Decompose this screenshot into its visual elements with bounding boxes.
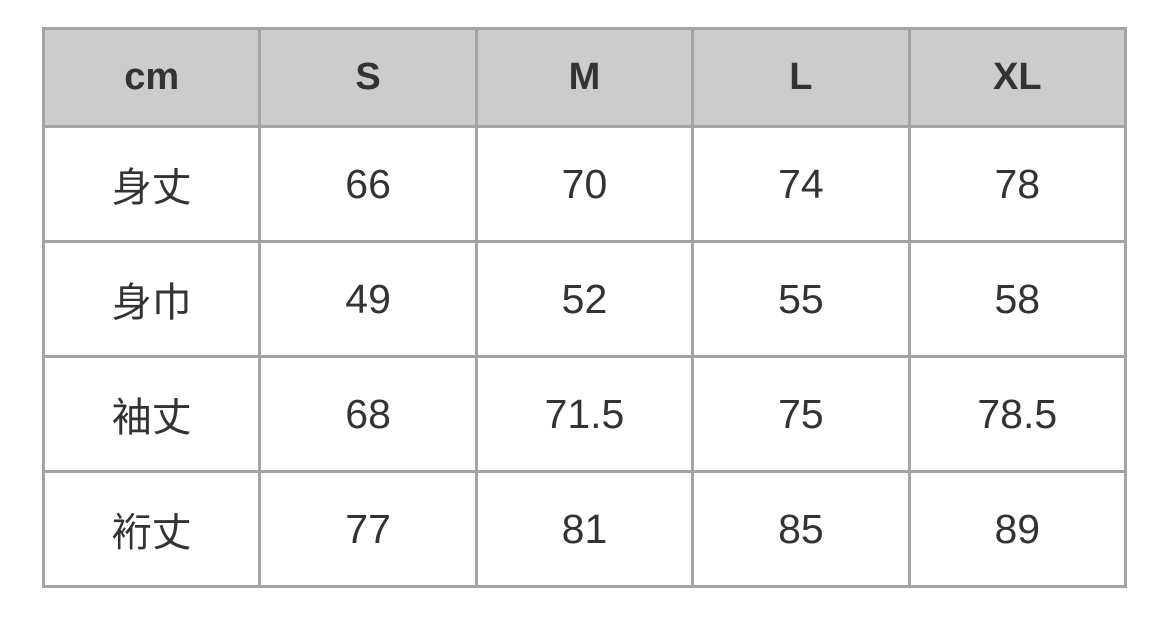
row-label: 身巾 <box>41 240 262 358</box>
table-row: 身丈 66 70 74 78 <box>41 125 1128 243</box>
table-row: 裄丈 77 81 85 89 <box>41 470 1128 588</box>
row-label: 裄丈 <box>41 470 262 588</box>
table-cell: 66 <box>258 125 478 243</box>
header-size-s: S <box>258 27 478 128</box>
table-body: 身丈 66 70 74 78 身巾 49 52 55 58 袖丈 68 71.5 75 78.5 裄丈 77 81… <box>41 125 1128 588</box>
header-size-xl: XL <box>907 27 1128 128</box>
table-cell: 70 <box>474 125 695 243</box>
header-unit: cm <box>41 27 262 128</box>
table-cell: 81 <box>474 470 695 588</box>
table-row: 身巾 49 52 55 58 <box>41 240 1128 358</box>
table-row: 袖丈 68 71.5 75 78.5 <box>41 355 1128 473</box>
table-cell: 74 <box>691 125 911 243</box>
table-cell: 78 <box>907 125 1128 243</box>
table-cell: 49 <box>258 240 478 358</box>
table-cell: 58 <box>907 240 1128 358</box>
header-row: cm S M L XL <box>41 27 1128 128</box>
table-cell: 78.5 <box>907 355 1128 473</box>
table-cell: 89 <box>907 470 1128 588</box>
row-label: 身丈 <box>41 125 262 243</box>
table-cell: 77 <box>258 470 478 588</box>
header-size-m: M <box>474 27 695 128</box>
header-size-l: L <box>691 27 911 128</box>
table-cell: 75 <box>691 355 911 473</box>
row-label: 袖丈 <box>41 355 262 473</box>
table-cell: 55 <box>691 240 911 358</box>
table-cell: 68 <box>258 355 478 473</box>
table-cell: 71.5 <box>474 355 695 473</box>
table-cell: 52 <box>474 240 695 358</box>
table-cell: 85 <box>691 470 911 588</box>
size-chart-table: cm S M L XL 身丈 66 70 74 78 身巾 49 52 55 58 袖丈 68 71.5… <box>41 27 1128 588</box>
